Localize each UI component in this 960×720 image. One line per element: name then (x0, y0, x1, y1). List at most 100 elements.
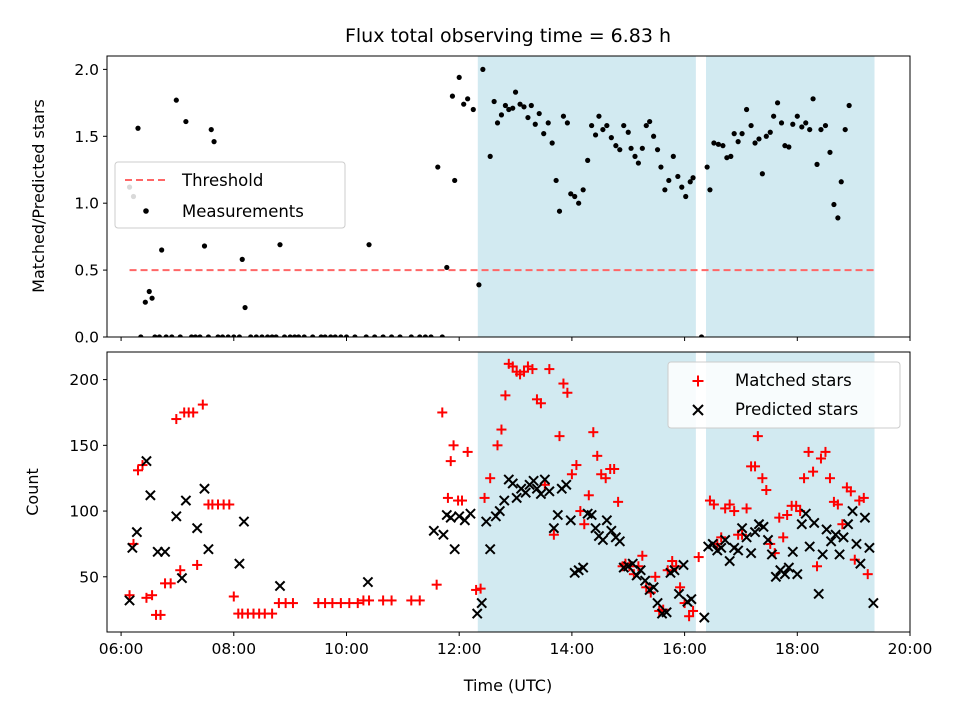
predicted-point (494, 505, 506, 517)
predicted-point-b (821, 524, 832, 535)
predicted-point-b (669, 564, 680, 576)
measurement-point (292, 334, 298, 337)
predicted-point-b (648, 581, 659, 593)
measurement-point (810, 96, 816, 102)
matched-point (406, 595, 417, 606)
series-matched-stars (124, 358, 873, 622)
measurement-point (301, 334, 307, 337)
chart-title: Flux total observing time = 6.83 h (345, 25, 671, 47)
y-tick-label: 150 (69, 437, 99, 455)
predicted-point-b (565, 514, 577, 526)
matched-point (799, 473, 810, 484)
predicted-point (362, 576, 374, 588)
measurement-point (422, 334, 428, 337)
measurement-point (491, 98, 497, 105)
predicted-point-b (548, 522, 560, 534)
measurement-point (449, 93, 456, 99)
matched-point (267, 608, 278, 619)
predicted-point-b (203, 543, 214, 555)
predicted-point-b (770, 571, 782, 583)
measurement-point (192, 334, 199, 337)
predicted-point (539, 474, 551, 485)
predicted-point (783, 562, 795, 573)
matched-point (824, 473, 835, 484)
predicted-point-b (673, 588, 685, 600)
measurement-point (580, 187, 586, 193)
predicted-point (669, 564, 680, 576)
measurement-point (842, 126, 848, 133)
predicted-point (817, 549, 828, 560)
measurement-point (613, 143, 619, 149)
predicted-point (851, 538, 862, 550)
predicted-point (796, 518, 808, 530)
matched-point (862, 569, 873, 580)
predicted-point (199, 483, 210, 495)
measurement-point (625, 129, 631, 135)
matched-point (765, 538, 776, 549)
predicted-point-b (180, 495, 192, 506)
measurement-point (651, 133, 657, 139)
measurement-point (205, 334, 212, 337)
predicted-point (145, 489, 156, 501)
top-y-axis-label: Matched/Predicted stars (29, 99, 48, 293)
matched-point (414, 595, 425, 606)
measurement-point (743, 106, 750, 113)
predicted-point-b (766, 549, 778, 560)
predicted-point-b (741, 532, 752, 543)
matched-point (141, 592, 152, 603)
measurement-point (589, 122, 595, 129)
predicted-point (648, 581, 659, 593)
matched-point (518, 366, 529, 377)
measurement-point (752, 140, 758, 146)
series-marks (126, 0, 874, 337)
predicted-point-b (753, 518, 765, 530)
predicted-point (124, 595, 135, 606)
predicted-point-b (191, 522, 203, 534)
predicted-point-b (601, 514, 613, 526)
measurement-point (748, 122, 754, 129)
matched-point (613, 496, 624, 507)
measurement-point (679, 184, 685, 190)
predicted-point (449, 543, 460, 555)
predicted-point-b (842, 518, 854, 530)
predicted-point (597, 534, 609, 546)
predicted-point (535, 488, 547, 500)
predicted-point-b (141, 455, 152, 467)
predicted-point-b (606, 525, 617, 537)
x-tick-label: 08:00 (211, 640, 256, 658)
measurement-point (854, 0, 859, 3)
predicted-point (791, 568, 803, 580)
matched-point (475, 583, 486, 594)
measurement-point (521, 104, 527, 110)
predicted-point (476, 597, 488, 609)
shaded-interval-0 (477, 56, 696, 337)
measurement-point (803, 120, 809, 126)
measurement-point (417, 334, 423, 337)
predicted-point-b (661, 606, 672, 618)
legend-predicted-label: Predicted stars (735, 400, 858, 419)
predicted-point (544, 486, 555, 497)
predicted-point (176, 572, 188, 584)
measurement-point (759, 171, 765, 177)
predicted-point (465, 508, 476, 519)
measurement-point (724, 155, 730, 161)
measurement-point (372, 334, 378, 337)
predicted-point-b (804, 541, 816, 552)
matched-point (729, 506, 740, 517)
matched-point (782, 510, 793, 521)
measurement-point (654, 147, 661, 153)
predicted-point-b (736, 522, 748, 534)
predicted-point (159, 546, 171, 558)
measurement-point (869, 0, 874, 3)
measurement-point (683, 193, 689, 200)
measurement-point (698, 334, 705, 337)
matched-point (479, 492, 490, 503)
measurement-point (452, 177, 458, 184)
matched-point (188, 407, 199, 418)
predicted-point (480, 516, 492, 527)
matched-point (132, 465, 143, 476)
predicted-point (511, 492, 522, 504)
measurement-point (635, 160, 641, 166)
predicted-point-b (453, 511, 465, 522)
measurement-point (225, 334, 231, 337)
